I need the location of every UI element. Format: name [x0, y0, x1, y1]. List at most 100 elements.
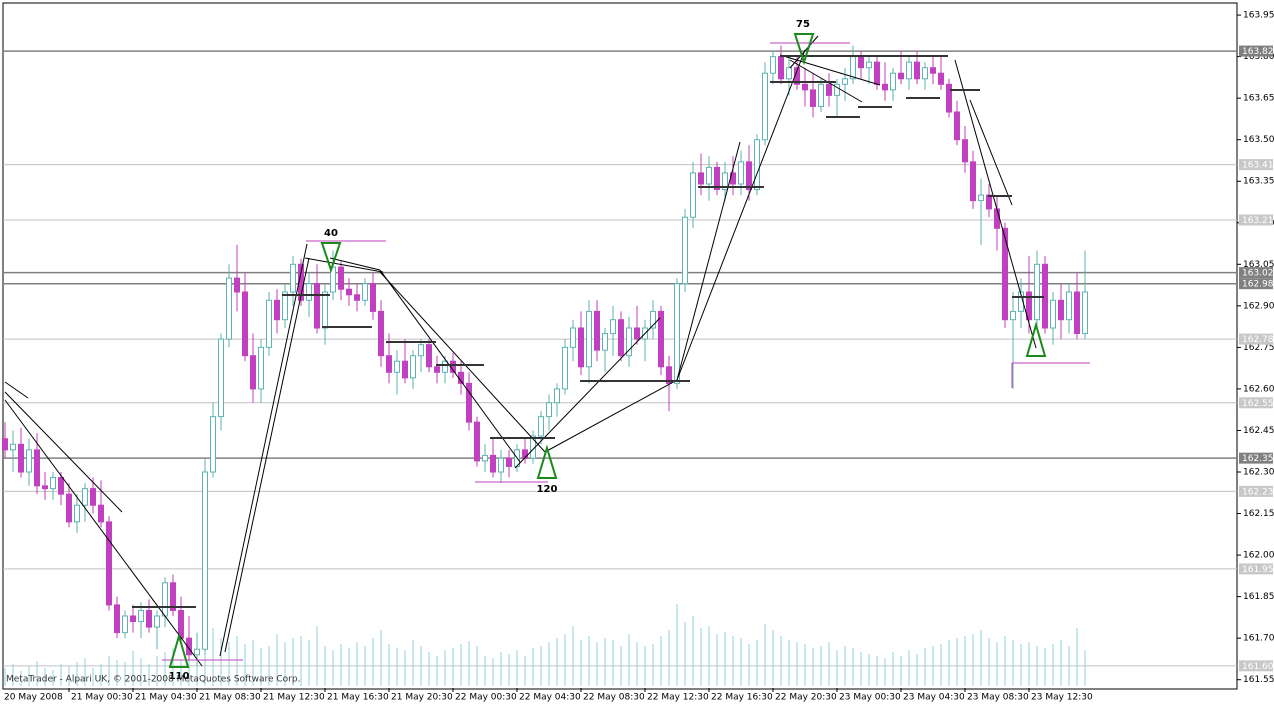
candle-body: [370, 283, 376, 312]
candle-body: [826, 83, 832, 96]
candle-body: [114, 604, 120, 634]
candle-body: [474, 421, 480, 462]
candle-body: [506, 457, 512, 467]
candle-body: [394, 360, 400, 373]
candle-body: [34, 449, 40, 487]
candle-body: [714, 166, 720, 191]
candle-body: [346, 288, 352, 296]
trend-line: [4, 391, 123, 513]
candle-body: [634, 327, 640, 340]
level-label: 163.21: [1242, 216, 1274, 226]
level-label-bg: [1239, 214, 1273, 226]
y-tick-label: 163.95: [1243, 11, 1274, 21]
level-label-bg: [1239, 278, 1273, 290]
candle-body: [754, 139, 760, 191]
annotation: 120: [537, 484, 558, 495]
x-tick-label: 23 May 08:30: [967, 693, 1029, 703]
x-tick-label: 22 May 08:30: [583, 693, 645, 703]
candle-body: [538, 416, 544, 437]
zigzag-markers: [168, 33, 1047, 668]
trend-line: [779, 54, 881, 86]
candle-body: [98, 504, 104, 523]
candle-body: [1066, 291, 1072, 321]
candle-body: [250, 355, 256, 390]
trend-line: [676, 141, 741, 381]
x-tick-label: 21 May 08:30: [199, 693, 261, 703]
candle-body: [786, 67, 792, 80]
candle-body: [138, 609, 144, 623]
candle-body: [106, 521, 112, 606]
candle-body: [962, 139, 968, 163]
trend-line: [224, 257, 310, 653]
y-tick-label: 163.05: [1243, 260, 1274, 270]
candle-body: [1002, 227, 1008, 321]
candle-body: [834, 83, 840, 96]
candle-body: [522, 449, 528, 459]
candle-body: [762, 72, 768, 141]
candle-body: [906, 61, 912, 80]
candle-body: [146, 609, 152, 628]
level-label: 163.82: [1242, 47, 1274, 57]
candle-body: [706, 166, 712, 185]
level-label: 162.98: [1242, 280, 1274, 290]
x-tick-label: 21 May 04:30: [135, 693, 197, 703]
x-tick-label: 21 May 00:30: [71, 693, 133, 703]
candle-body: [410, 355, 416, 379]
x-tick-label: 21 May 12:30: [263, 693, 325, 703]
level-label-bg: [1239, 397, 1273, 409]
candle-body: [546, 402, 552, 418]
y-tick-label: 162.00: [1243, 551, 1274, 561]
candle-body: [2, 438, 8, 451]
candle-body: [570, 327, 576, 348]
candle-body: [778, 56, 784, 80]
candle-body: [666, 366, 672, 384]
candle-body: [322, 291, 328, 329]
trend-line: [544, 379, 678, 453]
candle-body: [154, 615, 160, 628]
level-label-bg: [1239, 660, 1273, 672]
trend-line: [304, 257, 384, 273]
y-tick-label: 162.45: [1243, 426, 1274, 436]
annotation: 110: [169, 671, 190, 682]
x-tick-label: 22 May 20:30: [775, 693, 837, 703]
x-tick-label: 21 May 20:30: [391, 693, 453, 703]
trend-line: [329, 257, 381, 271]
y-tick-label: 163.65: [1243, 94, 1274, 104]
candle-body: [266, 299, 272, 348]
candle-body: [58, 477, 64, 495]
candle-body: [1026, 291, 1032, 321]
candle-body: [658, 310, 664, 368]
trend-line: [219, 243, 308, 657]
candle-body: [858, 56, 864, 69]
candle-body: [722, 172, 728, 191]
level-label-bg: [1239, 485, 1273, 497]
candle-body: [818, 83, 824, 107]
candle-body: [882, 83, 888, 91]
marker-up: [536, 444, 558, 479]
candle-body: [362, 283, 368, 301]
trend-line: [954, 59, 1037, 349]
x-tick-label: 21 May 16:30: [327, 693, 389, 703]
candle-body: [314, 283, 320, 329]
trend-line: [969, 99, 1013, 206]
candle-body: [938, 72, 944, 85]
candle-body: [1082, 291, 1088, 335]
trend-line: [4, 399, 203, 667]
level-segments: [132, 42, 1090, 661]
trend-line: [379, 271, 546, 453]
candle-body: [594, 310, 600, 351]
candle-body: [378, 310, 384, 357]
y-tick-label: 162.60: [1243, 384, 1274, 394]
candle-body: [162, 582, 168, 617]
x-tick-label: 22 May 00:30: [455, 693, 517, 703]
candle-body: [74, 504, 80, 523]
candle-body: [122, 615, 128, 634]
level-label-bg: [1239, 333, 1273, 345]
candle-body: [1058, 299, 1064, 321]
candle-body: [306, 283, 312, 301]
candle-body: [258, 346, 264, 390]
y-tick-label: 162.15: [1243, 509, 1274, 519]
candle-body: [802, 83, 808, 91]
candle-body: [946, 83, 952, 113]
x-tick-label: 22 May 16:30: [711, 693, 773, 703]
